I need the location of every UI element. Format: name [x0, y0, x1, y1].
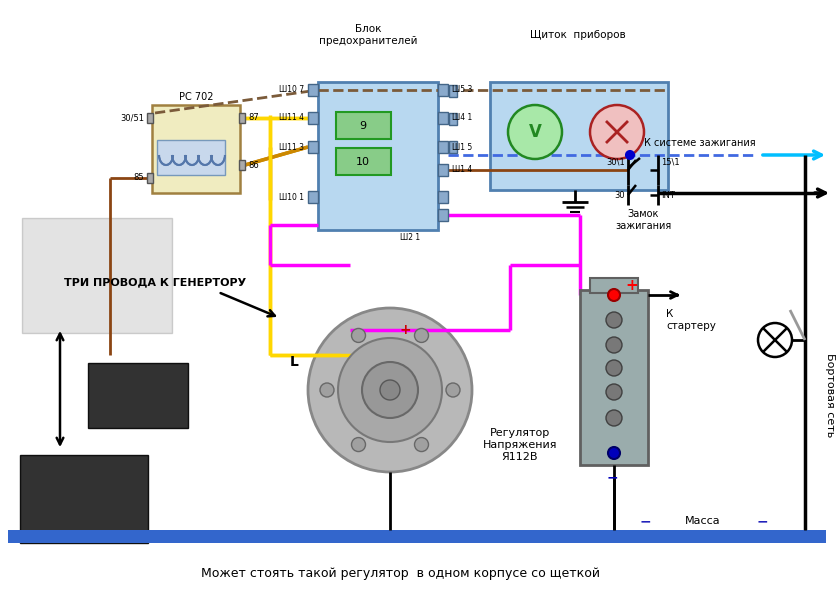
Text: −: −: [606, 470, 618, 484]
Bar: [147, 173, 153, 183]
Text: Замок
зажигания: Замок зажигания: [615, 209, 671, 231]
Circle shape: [508, 105, 562, 159]
Circle shape: [608, 289, 620, 301]
Circle shape: [446, 383, 460, 397]
Text: 85: 85: [133, 174, 144, 183]
Circle shape: [606, 384, 622, 400]
Text: Ш10 1: Ш10 1: [279, 192, 304, 202]
Circle shape: [308, 308, 472, 472]
Circle shape: [608, 447, 620, 459]
Bar: [147, 113, 153, 123]
Bar: [308, 84, 318, 96]
Bar: [336, 112, 391, 139]
Text: −: −: [639, 514, 651, 528]
Circle shape: [338, 338, 442, 442]
Text: −: −: [756, 514, 768, 528]
Circle shape: [362, 362, 418, 418]
Text: Регулятор
Напряжения
Я112В: Регулятор Напряжения Я112В: [483, 429, 557, 461]
Text: Щиток  приборов: Щиток приборов: [530, 30, 626, 40]
Text: Ш10 7: Ш10 7: [279, 85, 304, 94]
Text: К системе зажигания: К системе зажигания: [644, 138, 756, 148]
Bar: [336, 148, 391, 175]
Bar: [20, 455, 148, 543]
Bar: [438, 191, 448, 203]
Bar: [157, 140, 225, 175]
Circle shape: [380, 380, 400, 400]
Bar: [590, 278, 638, 293]
Text: L: L: [290, 355, 298, 369]
Bar: [438, 209, 448, 221]
Circle shape: [351, 438, 365, 451]
Bar: [239, 113, 245, 123]
Text: +: +: [399, 323, 411, 337]
Text: 87: 87: [248, 113, 259, 122]
Text: Ш11 3: Ш11 3: [279, 143, 304, 152]
Text: Ш5 3: Ш5 3: [452, 85, 473, 94]
Bar: [438, 112, 448, 124]
Circle shape: [320, 383, 334, 397]
Circle shape: [606, 360, 622, 376]
Text: 30\1: 30\1: [606, 158, 625, 167]
Text: 86: 86: [248, 161, 259, 170]
Text: Ш11 4: Ш11 4: [279, 113, 304, 122]
Bar: [438, 141, 448, 153]
Bar: [438, 164, 448, 176]
Bar: [438, 84, 448, 96]
Text: +: +: [626, 278, 639, 293]
Circle shape: [606, 337, 622, 353]
Text: Может стоять такой регулятор  в одном корпусе со щеткой: Может стоять такой регулятор в одном кор…: [200, 568, 599, 580]
Text: Бортовая сеть: Бортовая сеть: [825, 353, 835, 437]
Text: Ш1 4: Ш1 4: [452, 165, 473, 174]
Circle shape: [415, 438, 428, 451]
Text: V: V: [529, 123, 541, 141]
Bar: [88, 363, 188, 428]
Text: Ш1 5: Ш1 5: [452, 143, 473, 152]
Circle shape: [758, 323, 792, 357]
Bar: [308, 141, 318, 153]
Circle shape: [415, 328, 428, 343]
Bar: [490, 82, 668, 190]
Circle shape: [351, 328, 365, 343]
Bar: [449, 141, 457, 153]
Bar: [449, 113, 457, 125]
Text: 30: 30: [614, 190, 625, 199]
Bar: [308, 112, 318, 124]
Text: Блок
предохранителей: Блок предохранителей: [318, 24, 417, 46]
Text: К
стартеру: К стартеру: [666, 309, 716, 331]
Text: INT: INT: [661, 190, 675, 199]
Bar: [318, 82, 438, 230]
Bar: [580, 290, 648, 465]
Text: РС 702: РС 702: [178, 92, 213, 102]
Text: 10: 10: [356, 157, 370, 167]
Text: Масса: Масса: [685, 516, 721, 526]
Text: ТРИ ПРОВОДА К ГЕНЕРТОРУ: ТРИ ПРОВОДА К ГЕНЕРТОРУ: [64, 277, 246, 287]
Bar: [8, 530, 826, 543]
Bar: [449, 85, 457, 97]
Circle shape: [606, 410, 622, 426]
Text: 30/51: 30/51: [120, 113, 144, 122]
Text: Ш2 1: Ш2 1: [400, 233, 420, 242]
Bar: [239, 160, 245, 170]
Text: 9: 9: [360, 121, 366, 131]
Circle shape: [590, 105, 644, 159]
Circle shape: [626, 151, 634, 159]
Text: Ш4 1: Ш4 1: [452, 113, 473, 122]
Text: 15\1: 15\1: [661, 158, 680, 167]
Bar: [22, 218, 172, 333]
Circle shape: [606, 312, 622, 328]
Bar: [152, 105, 240, 193]
Bar: [308, 191, 318, 203]
